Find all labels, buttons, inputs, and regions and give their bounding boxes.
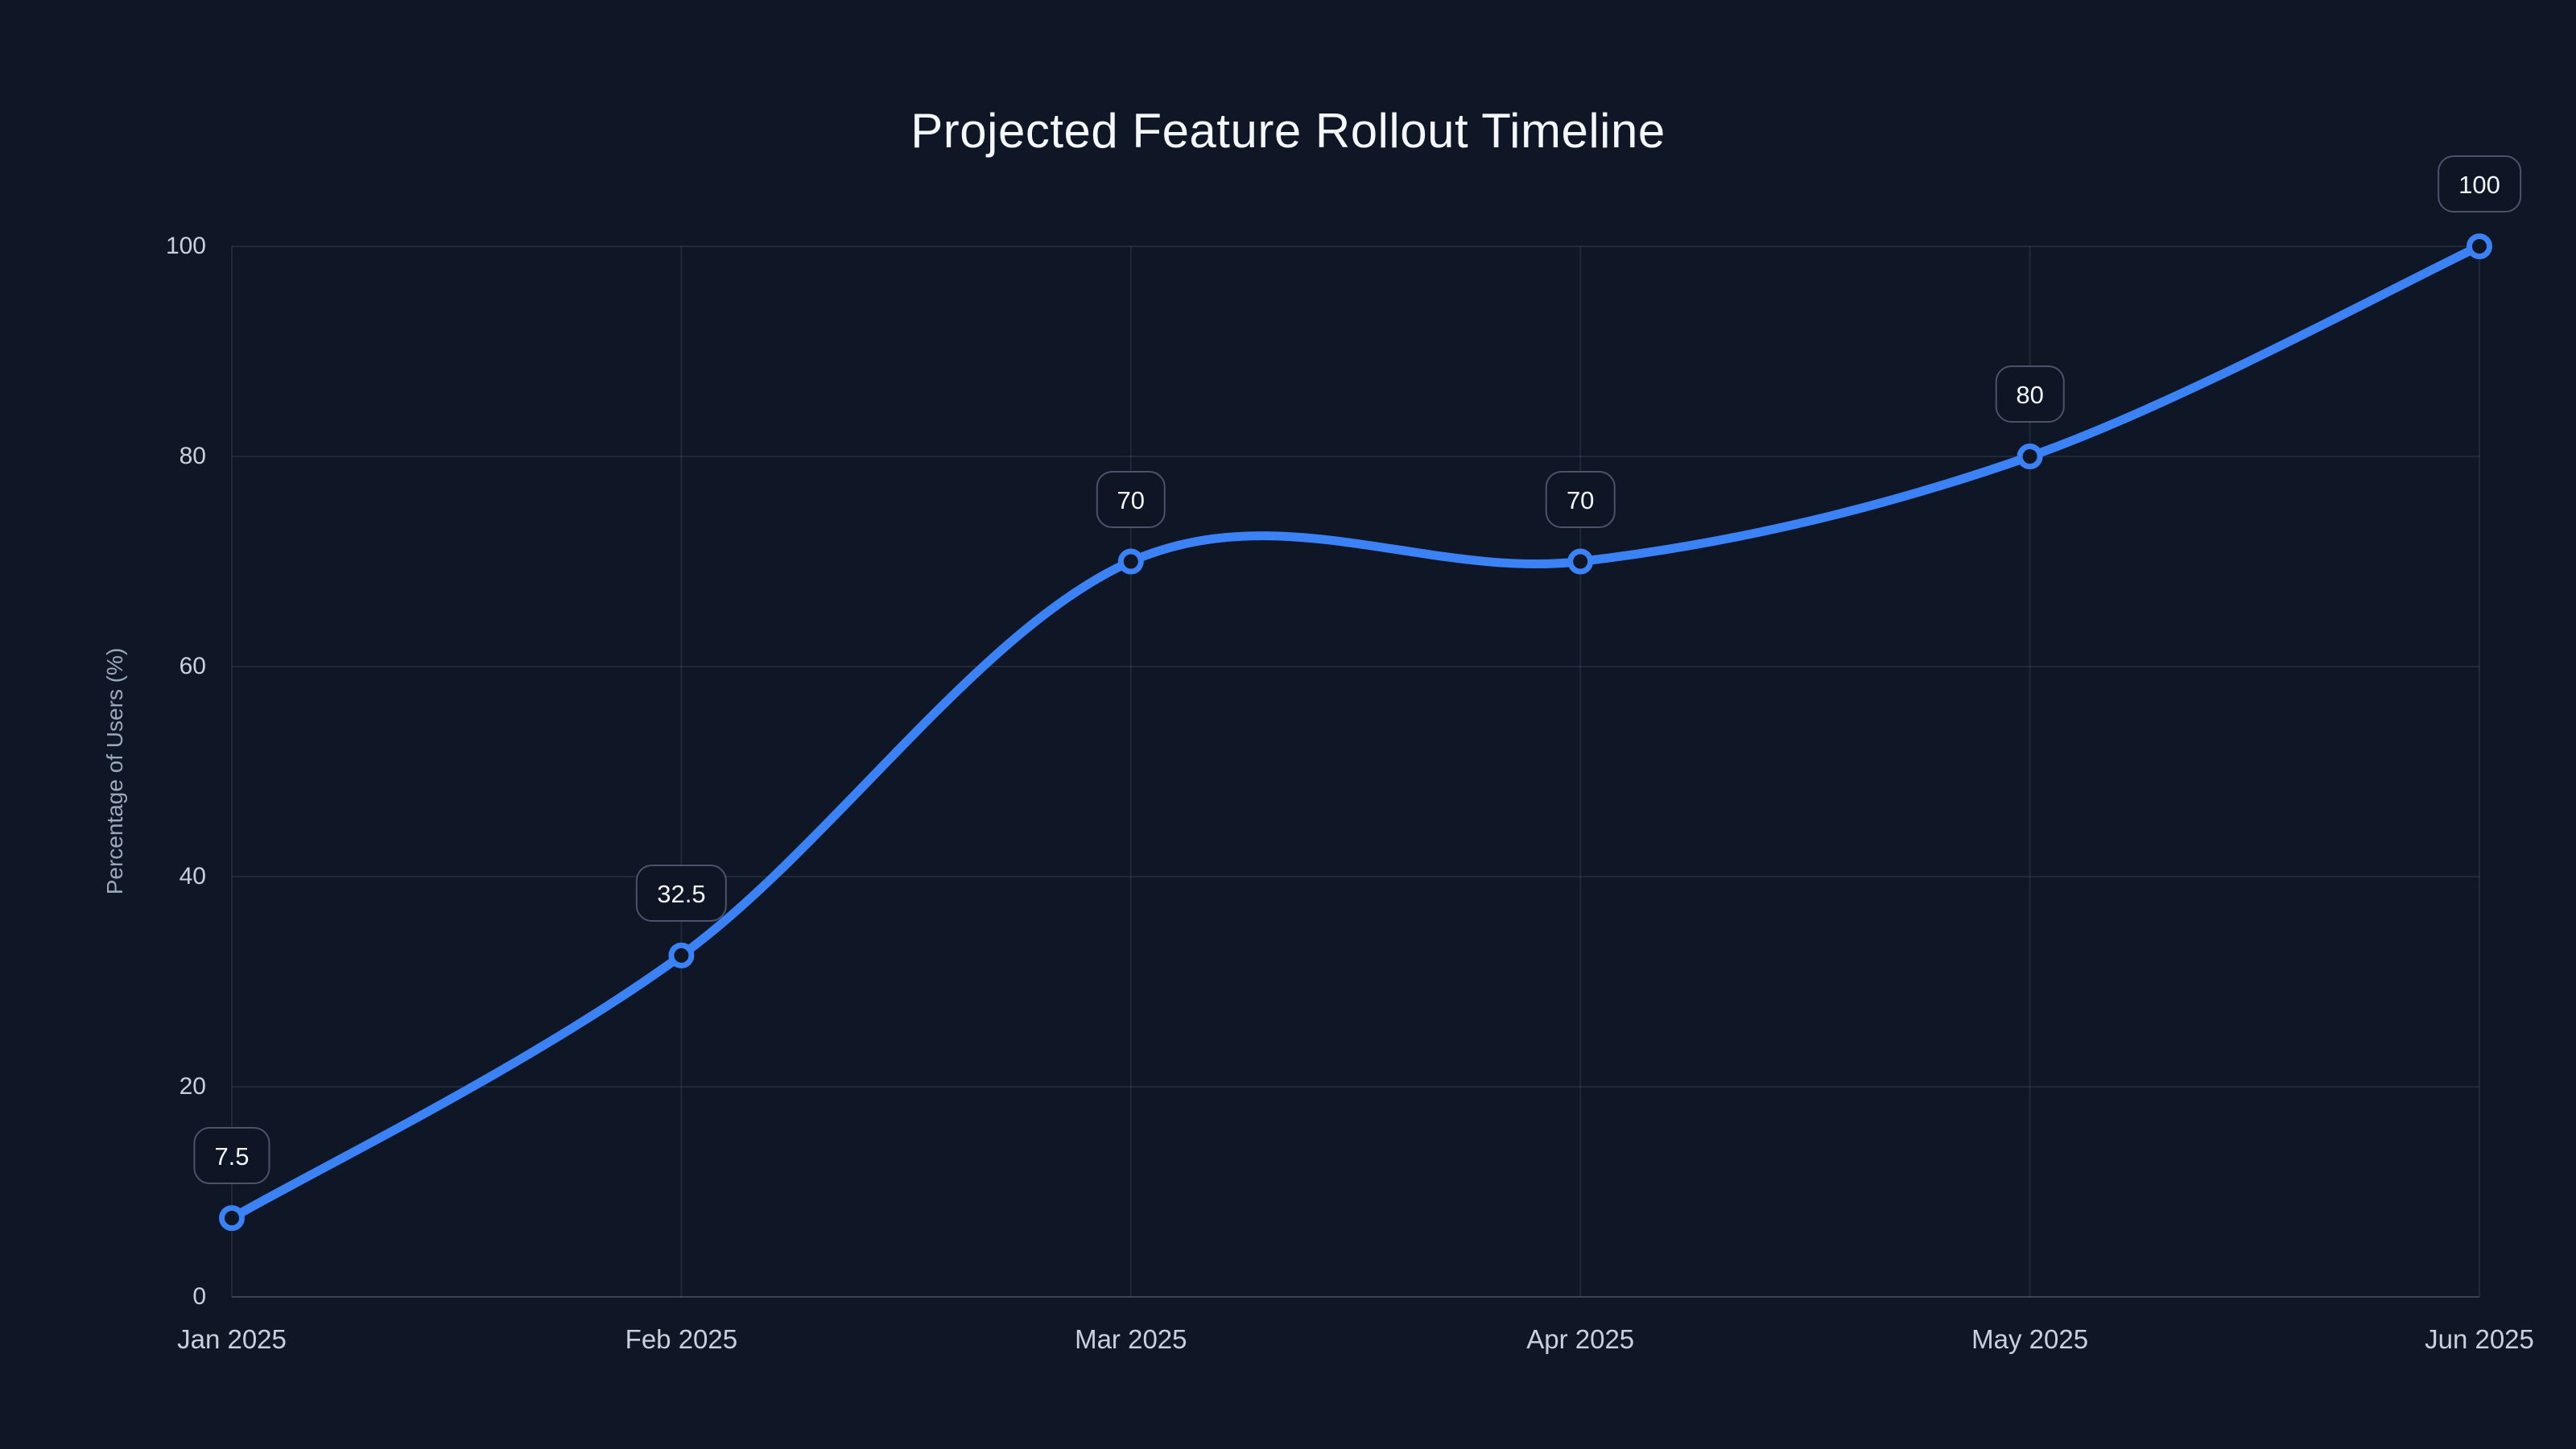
series-line — [227, 242, 2484, 1223]
point-value-pill: 70 — [1096, 470, 1166, 528]
y-tick-label: 80 — [179, 443, 206, 469]
x-tick-label: Jan 2025 — [177, 1324, 287, 1354]
data-point-marker — [219, 1205, 245, 1232]
y-tick-label: 20 — [179, 1073, 206, 1100]
x-tick-label: Apr 2025 — [1526, 1324, 1635, 1354]
data-point-marker — [2467, 233, 2492, 259]
x-tick-label: Feb 2025 — [625, 1324, 738, 1354]
point-value-pill: 100 — [2438, 155, 2521, 213]
y-tick-label: 100 — [165, 233, 206, 259]
y-tick-label: 0 — [192, 1283, 206, 1310]
data-point-marker — [1567, 548, 1594, 575]
point-value-pill: 32.5 — [636, 864, 727, 922]
x-tick-label: Jun 2025 — [2425, 1324, 2534, 1354]
data-point-marker — [2017, 444, 2043, 469]
y-tick-label: 40 — [179, 863, 206, 890]
data-point-marker — [1117, 548, 1144, 575]
point-value-pill: 7.5 — [193, 1127, 270, 1185]
point-value-pill: 70 — [1545, 470, 1616, 528]
chart-title: Projected Feature Rollout Timeline — [910, 104, 1666, 158]
x-tick-label: Mar 2025 — [1075, 1324, 1187, 1354]
point-value-pill: 80 — [1995, 365, 2065, 423]
data-point-marker — [668, 942, 695, 968]
x-tick-label: May 2025 — [1971, 1324, 2089, 1354]
y-tick-label: 60 — [179, 653, 206, 679]
